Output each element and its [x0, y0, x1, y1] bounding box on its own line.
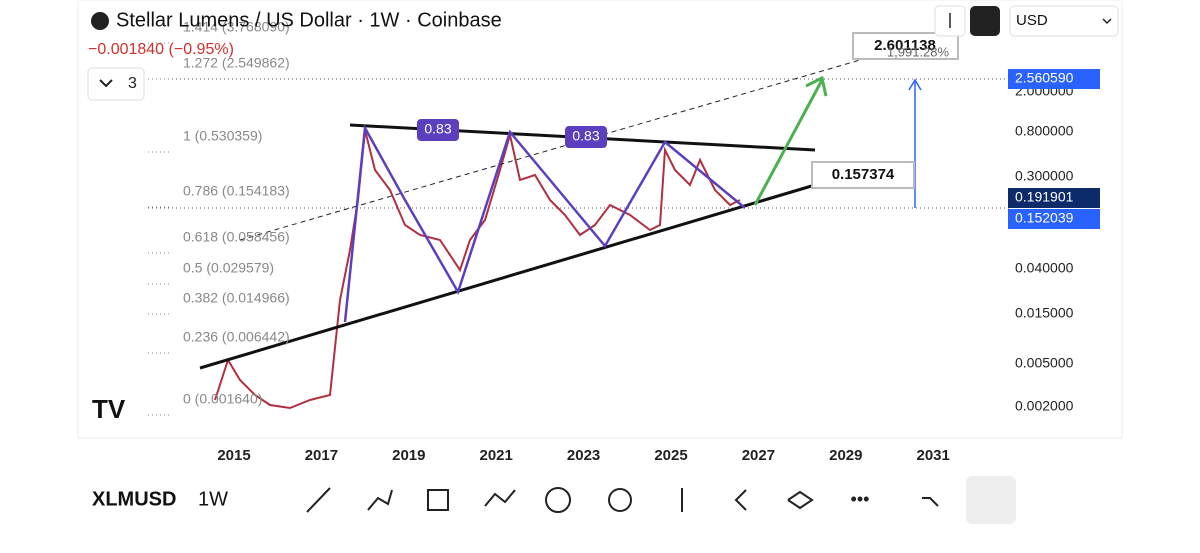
price-label: 0.005000 [1015, 355, 1074, 371]
ratio-label: 0.83 [572, 128, 599, 144]
symbol-title: Stellar Lumens / US Dollar · 1W · Coinba… [116, 9, 502, 31]
support-price: 0.157374 [832, 166, 895, 183]
fib-level: 0.786 (0.154183) [183, 183, 290, 199]
price-series [214, 129, 741, 410]
more-button[interactable]: ••• [851, 489, 870, 509]
price-highlight [1008, 188, 1100, 208]
fib-level: 0.5 (0.029579) [183, 260, 274, 276]
draw-button[interactable] [306, 487, 331, 513]
pattern-zigzag [343, 123, 746, 323]
year-label: 2027 [742, 447, 775, 464]
year-label: 2031 [917, 447, 950, 464]
fib-level: 1.272 (2.549862) [183, 55, 290, 71]
price-label: 0.800000 [1015, 123, 1074, 139]
ratio-box [417, 119, 459, 141]
indicators-toggle[interactable] [87, 67, 145, 101]
fib-level: 0 (0.001640) [183, 391, 262, 407]
fib-level: 0.382 (0.014966) [183, 290, 290, 306]
year-label: 2025 [654, 447, 687, 464]
replay-back-button[interactable] [734, 489, 747, 511]
currency: USD [1016, 12, 1048, 29]
price-highlight [1008, 209, 1100, 229]
price-label: 0.040000 [1015, 260, 1074, 276]
alert-button[interactable] [608, 488, 632, 512]
arrow-head [805, 75, 828, 97]
chevron [1102, 18, 1112, 25]
fib-level: 1.414 (3.768090) [183, 19, 290, 35]
undo-button[interactable] [922, 497, 939, 507]
compare-button[interactable] [484, 489, 516, 507]
ratio-box [565, 126, 607, 148]
price-change: −0.001840 (−0.95%) [88, 41, 234, 58]
support-line [199, 180, 826, 370]
currency-select[interactable] [1009, 5, 1119, 37]
fib-level: 0.618 (0.058456) [183, 229, 290, 245]
target-percent: 1,991.28% [887, 44, 950, 59]
chevron [99, 79, 113, 88]
fib-level: 1 (0.530359) [183, 128, 262, 144]
indicators-button[interactable] [367, 489, 393, 511]
tv-logo: TV [92, 394, 126, 424]
price-label: 0.300000 [1015, 168, 1074, 184]
replay-button[interactable] [970, 6, 1000, 36]
price-label: 0.015000 [1015, 305, 1074, 321]
arrow-head [908, 78, 922, 91]
indicator-count: 3 [128, 75, 137, 92]
toolbar-interval[interactable]: 1W [198, 488, 228, 510]
add-button[interactable] [545, 487, 571, 513]
price-highlight [1008, 69, 1100, 89]
ratio-label: 0.83 [424, 121, 451, 137]
fib-level: 0.236 (0.006442) [183, 329, 290, 345]
price-highlight-label: 0.191901 [1015, 189, 1074, 205]
layers-button[interactable] [787, 490, 814, 510]
toolbar-symbol[interactable]: XLMUSD [92, 488, 176, 510]
layouts-button[interactable] [427, 489, 449, 511]
year-label: 2019 [392, 447, 425, 464]
year-label: 2029 [829, 447, 862, 464]
year-label: 2023 [567, 447, 600, 464]
projection-arrow [753, 79, 824, 206]
year-label: 2017 [305, 447, 338, 464]
coin-icon [91, 12, 109, 30]
price-label: 0.002000 [1015, 398, 1074, 414]
target-box [852, 32, 959, 60]
fullscreen-button[interactable] [966, 476, 1016, 524]
target-price: 2.601138 [874, 37, 936, 54]
year-label: 2015 [217, 447, 250, 464]
year-label: 2021 [480, 447, 513, 464]
support-box [811, 161, 915, 189]
price-highlight-label: 0.152039 [1015, 210, 1074, 226]
price-highlight-label: 2.560590 [1015, 70, 1074, 86]
